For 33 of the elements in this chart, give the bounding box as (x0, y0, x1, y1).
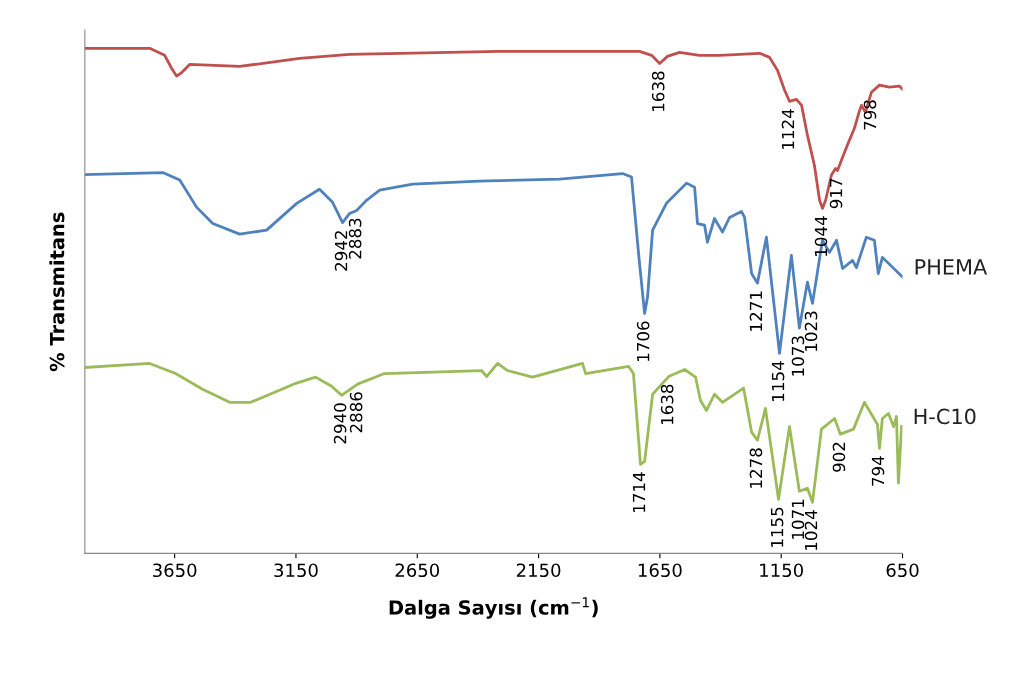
annotation: 1638 (651, 71, 665, 111)
annotation: 1071 (791, 499, 805, 539)
annotation: 794 (871, 456, 885, 486)
annotation: 2940 (333, 403, 347, 444)
annotation: 917 (829, 178, 843, 209)
annotation: 1154 (771, 361, 785, 401)
annotation: 798 (863, 100, 877, 130)
annotation: 1714 (632, 472, 646, 512)
y-axis-title: % Transmitans (49, 212, 65, 372)
x-tick-label: 1650 (638, 563, 682, 578)
x-tick-label: 2650 (395, 563, 440, 578)
annotation: 1155 (770, 507, 784, 547)
annotation: 2886 (349, 392, 363, 433)
annotation: 1706 (636, 321, 650, 361)
annotation: 1124 (781, 109, 795, 149)
annotation: 1271 (749, 291, 763, 331)
annotation: 1024 (804, 510, 818, 550)
annotation: 1278 (749, 448, 763, 488)
annotation: 1044 (814, 216, 828, 256)
series-label: H-C10 (914, 408, 976, 425)
x-tick-label: 3150 (274, 563, 318, 578)
annotation: 1023 (804, 311, 818, 351)
x-axis-title: Dalga Sayısı (cm$^{−1}$) (389, 597, 598, 619)
x-tick-label: 2150 (516, 563, 561, 578)
x-tick-label: 1150 (760, 563, 803, 578)
x-tick-label: 3650 (153, 563, 197, 578)
annotation: 2883 (348, 218, 362, 259)
annotation: 902 (832, 442, 846, 472)
series-label: PHEMA (915, 259, 988, 275)
annotation: 1073 (791, 336, 805, 376)
x-tick-label: 650 (886, 563, 919, 578)
annotation: 2942 (334, 231, 348, 271)
annotation: 1638 (660, 384, 674, 425)
